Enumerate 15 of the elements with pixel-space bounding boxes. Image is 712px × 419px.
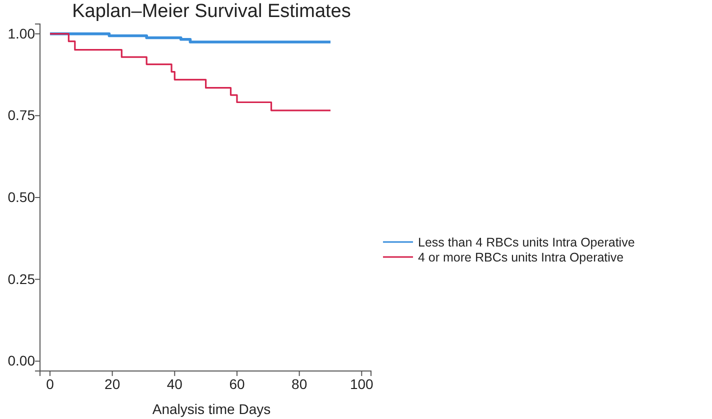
x-tick-label: 20	[104, 376, 120, 392]
x-tick-label: 100	[350, 376, 374, 392]
x-tick-label: 40	[166, 376, 183, 392]
y-tick-label: 0.50	[8, 188, 36, 205]
y-tick-label: 0.00	[8, 352, 36, 369]
x-tick-label: 60	[229, 376, 245, 392]
x-tick-label: 0	[46, 376, 54, 392]
legend-label: Less than 4 RBCs units Intra Operative	[418, 236, 635, 250]
y-tick-label: 1.00	[8, 25, 36, 42]
y-tick-label: 0.75	[8, 107, 36, 124]
x-axis-title: Analysis time Days	[152, 401, 271, 417]
y-tick-label: 0.25	[8, 270, 36, 287]
legend-label: 4 or more RBCs units Intra Operative	[418, 250, 624, 264]
x-tick-label: 80	[292, 376, 308, 392]
chart-title: Kaplan–Meier Survival Estimates	[72, 1, 351, 22]
